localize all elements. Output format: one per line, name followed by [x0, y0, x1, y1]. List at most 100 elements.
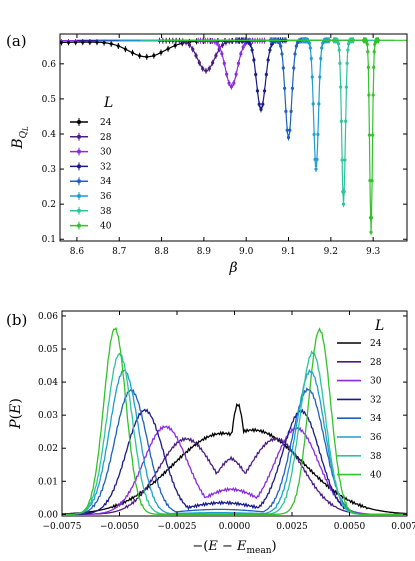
panel-a-data-point [284, 109, 288, 113]
panel-a-data-point [280, 52, 284, 56]
panel-a-data-point [138, 54, 142, 58]
panel-a-data-point [366, 50, 370, 54]
panel-a: (a) 8.6 8.7 8.8 8.9 9.0 9.1 9.2 9.3 0.1 0.2 0.3 0.4… [6, 32, 408, 276]
panel-a-data-point [285, 128, 289, 132]
panel-a-data-point [288, 128, 292, 132]
panel-a-data-point [264, 72, 268, 77]
panel-a-data-point [309, 56, 313, 61]
panel-b-legend: L 24 28 30 32 34 36 38 40 [337, 318, 384, 481]
panel-a-data-point [371, 133, 375, 137]
panel-a-legend-title: L [103, 95, 113, 111]
panel-a-data-point [262, 89, 267, 93]
panel-a-data-point [145, 55, 149, 59]
panel-a-x-tick-label: 9.0 [239, 247, 254, 257]
panel-a-data-point [204, 69, 208, 73]
panel-a-series-line-36 [119, 39, 374, 167]
panel-a-data-point [293, 52, 297, 56]
panel-b-x-tick-label: −0.0075 [42, 522, 81, 532]
panel-a-data-point [339, 119, 343, 123]
panel-a-data-point [308, 46, 312, 50]
panel-a-legend-marker [77, 179, 81, 184]
panel-a-data-point [339, 85, 343, 89]
panel-a-data-point [159, 50, 163, 55]
panel-a-data-point [268, 48, 272, 52]
panel-b-series-line-30 [62, 425, 407, 515]
panel-b-x-tick-label: −0.0025 [157, 522, 196, 532]
panel-a-data-point [371, 93, 375, 97]
panel-a-data-point [307, 41, 311, 45]
panel-a-data-point [201, 66, 205, 71]
panel-a-legend-marker [77, 149, 81, 154]
panel-a-data-point [232, 81, 236, 85]
panel-a-data-point [270, 42, 274, 47]
panel-a-data-point [317, 102, 321, 106]
panel-a-data-point [341, 202, 346, 206]
panel-a-data-point [252, 58, 256, 62]
panel-a-data-point [319, 56, 323, 61]
panel-a-data-point [343, 158, 347, 162]
panel-b-y-axis-label: P(E) [8, 398, 24, 430]
panel-a-legend-label: 24 [100, 118, 112, 128]
panel-a-data-point [109, 42, 113, 46]
panel-a-data-point [283, 86, 287, 90]
panel-a-data-point [215, 41, 219, 45]
panel-a-data-point [372, 50, 376, 54]
panel-a-data-point [225, 72, 229, 76]
panel-a-data-point [229, 85, 233, 89]
panel-a-data-point [376, 38, 381, 42]
panel-b-x-tick-label: 0.0000 [219, 522, 251, 532]
panel-a-data-point [314, 167, 318, 171]
panel-a-data-point [320, 46, 324, 50]
panel-a-legend-marker [77, 164, 81, 169]
panel-a-data-point [312, 132, 316, 137]
panel-a-data-point [311, 102, 315, 106]
panel-a-x-tick-label: 8.7 [112, 247, 127, 257]
panel-a-data-point [66, 40, 71, 44]
panel-a-legend: L 24 28 30 32 34 36 38 40 [70, 95, 113, 232]
panel-a-data-point [130, 51, 135, 55]
panel-a-data-point [369, 216, 374, 220]
panel-b-x-tick-label: −0.0050 [100, 522, 139, 532]
panel-a-data-point [250, 48, 254, 52]
panel-a-data-point [197, 61, 201, 65]
panel-a-data-point [259, 107, 263, 112]
panel-a-legend-label: 34 [100, 177, 112, 187]
panel-a-data-point [173, 43, 177, 48]
panel-b-legend-title: L [374, 318, 384, 334]
panel-b-y-tick-label: 0.03 [38, 411, 58, 421]
panel-a-data-point [281, 66, 285, 70]
panel-a-data-point [292, 66, 296, 70]
panel-a-data-point [367, 93, 371, 97]
panel-b-legend-label: 38 [370, 452, 382, 462]
panel-a-data-point [257, 102, 261, 106]
panel-a-legend-label: 30 [100, 148, 112, 158]
panel-a-data-point [187, 43, 192, 47]
panel-a-data-point [246, 40, 251, 44]
panel-a-data-point [294, 44, 298, 48]
panel-a-legend-marker [77, 194, 81, 198]
panel-a-data-point [227, 81, 231, 85]
panel-a-x-tick-label: 9.2 [324, 247, 338, 257]
panel-a-data-point [239, 52, 243, 56]
panel-a-legend-label: 38 [100, 207, 112, 217]
panel-b-x-axis-label: −(E − Emean) [192, 539, 276, 556]
panel-a-legend-marker [77, 134, 81, 139]
panel-a-data-point [310, 75, 314, 79]
panel-a-data-point [74, 40, 78, 44]
panel-a-data-point [191, 47, 195, 51]
panel-a-data-point [367, 133, 372, 137]
panel-b: (b) −0.0075 −0.0050 −0.0025 0.0000 0.0025 0.0… [6, 310, 415, 556]
panel-a-data-point [277, 40, 281, 45]
panel-a-x-tick-label: 9.1 [281, 247, 295, 257]
panel-a-data-point [211, 61, 215, 65]
panel-a-legend-marker [77, 120, 81, 124]
panel-a-data-point [241, 45, 245, 49]
panel-b-y-tick-label: 0.01 [38, 477, 58, 487]
panel-b-legend-label: 30 [370, 377, 382, 387]
panel-a-data-point [370, 178, 374, 183]
panel-b-y-tick-label: 0.05 [38, 345, 58, 355]
panel-b-x-tick-label: 0.0025 [276, 522, 308, 532]
panel-a-legend-label: 28 [100, 133, 112, 143]
panel-a-series-28 [60, 37, 289, 74]
